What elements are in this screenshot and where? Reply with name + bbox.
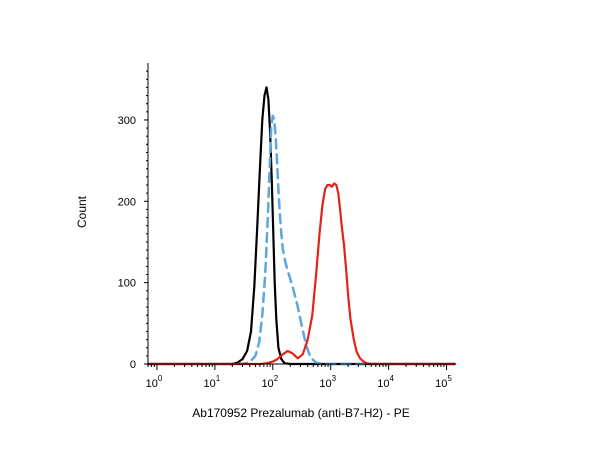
y-tick-label: 300 xyxy=(118,115,136,127)
series-layer xyxy=(146,86,457,366)
x-tick-exponent: 2 xyxy=(274,374,279,383)
x-tick-label: 105 xyxy=(435,374,452,390)
x-tick-base: 10 xyxy=(377,378,389,390)
y-axis-title: Count xyxy=(75,195,89,228)
series-line-1 xyxy=(146,86,457,366)
x-axis-title: Ab170952 Prezalumab (anti-B7-H2) - PE xyxy=(192,406,409,420)
x-tick-base: 10 xyxy=(435,378,447,390)
x-tick-exponent: 4 xyxy=(390,374,395,383)
series-line-3 xyxy=(146,182,457,366)
x-tick-label: 100 xyxy=(146,374,163,390)
y-tick-label: 0 xyxy=(130,359,136,371)
x-tick-label: 102 xyxy=(261,374,278,390)
x-tick-exponent: 3 xyxy=(332,374,337,383)
x-tick-label: 101 xyxy=(204,374,221,390)
x-tick-exponent: 1 xyxy=(216,374,221,383)
x-tick-base: 10 xyxy=(146,378,158,390)
x-tick-label: 104 xyxy=(377,374,394,390)
series-line-2 xyxy=(146,114,457,366)
x-tick-base: 10 xyxy=(204,378,216,390)
x-tick-exponent: 5 xyxy=(447,374,452,383)
x-tick-base: 10 xyxy=(261,378,273,390)
y-tick-label: 100 xyxy=(118,278,136,290)
axes-layer xyxy=(147,63,455,365)
x-tick-base: 10 xyxy=(319,378,331,390)
x-tick-exponent: 0 xyxy=(158,374,163,383)
y-tick-label: 200 xyxy=(118,196,136,208)
x-tick-label: 103 xyxy=(319,374,336,390)
